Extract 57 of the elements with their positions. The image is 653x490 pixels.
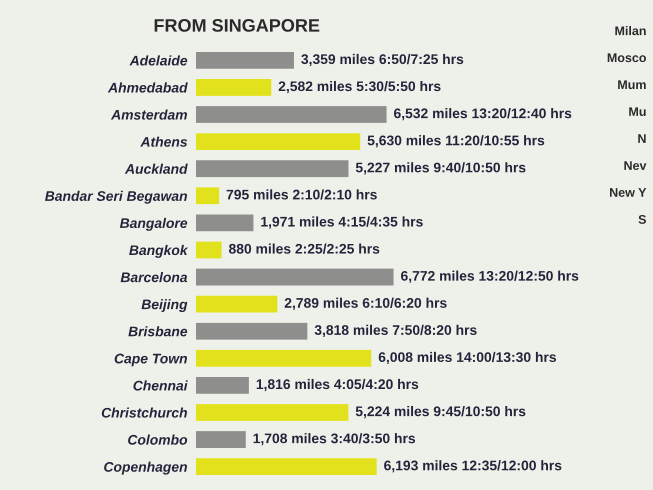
text: Mum (618, 80, 646, 90)
bar (196, 377, 249, 394)
data-label: 1,708 miles 3:40/3:50 hrs (254, 433, 416, 446)
bar (196, 52, 294, 69)
data-label: 6,532 miles 13:20/12:40 hrs (394, 108, 572, 120)
text: Milan (615, 26, 646, 36)
data-label: 1,971 miles 4:15/4:35 hrs (261, 216, 423, 229)
data-label: 5,227 miles 9:40/10:50 hrs (356, 162, 526, 174)
y-tick-label: Chennai (133, 380, 188, 391)
bar (196, 242, 222, 258)
bar (196, 214, 254, 232)
bar (196, 160, 348, 178)
data-label: 795 miles 2:10/2:10 hrs (226, 189, 377, 200)
bar (196, 187, 220, 204)
y-tick-label: Bangkok (129, 244, 188, 258)
y-tick-label: Amsterdam (110, 109, 187, 120)
data-label: 6,008 miles 14:00/13:30 hrs (378, 352, 556, 364)
data-label: 880 miles 2:25/2:25 hrs (228, 243, 380, 254)
data-label: 3,359 miles 6:50/7:25 hrs (301, 54, 464, 66)
data-label: 6,193 miles 12:35/12:00 hrs (384, 460, 562, 472)
y-tick-label: Auckland (124, 164, 188, 174)
bar (196, 106, 387, 123)
bar (196, 268, 394, 286)
data-label: 5,630 miles 11:20/10:55 hrs (368, 135, 544, 148)
data-label: 2,582 miles 5:30/5:50 hrs (278, 80, 441, 94)
bar (196, 296, 278, 313)
y-tick-label: Copenhagen (104, 462, 187, 475)
text: Nev (624, 161, 646, 170)
bar (196, 404, 348, 421)
bar (196, 79, 272, 96)
bar (196, 350, 372, 367)
data-label: 1,816 miles 4:05/4:20 hrs (256, 378, 418, 392)
bar (196, 133, 360, 150)
y-tick-label: Colombo (128, 434, 188, 445)
text: Mosco (608, 53, 646, 62)
y-tick-label: Beijing (142, 299, 188, 312)
data-label: 2,789 miles 6:10/6:20 hrs (284, 298, 447, 310)
y-tick-label: Cape Town (114, 354, 187, 366)
y-tick-label: Barcelona (120, 272, 188, 282)
y-tick-label: Bangalore (120, 218, 188, 231)
y-tick-label: Bandar Seri Begawan (45, 190, 187, 204)
data-label: 3,818 miles 7:50/8:20 hrs (314, 324, 477, 337)
data-label: 5,224 miles 9:45/10:50 hrs (356, 406, 526, 418)
y-tick-label: Adelaide (129, 55, 188, 66)
y-tick-label: Ahmedabad (108, 82, 188, 93)
bar (196, 431, 246, 448)
chart-title: FROM SINGAPORE (154, 19, 320, 32)
text: S (638, 215, 646, 224)
text: New Y (610, 188, 646, 197)
data-label: 6,772 miles 13:20/12:50 hrs (401, 270, 578, 283)
y-tick-label: Athens (140, 136, 188, 147)
y-tick-label: Christchurch (102, 407, 187, 418)
text: N (638, 134, 646, 143)
text: Mu (629, 107, 646, 116)
y-tick-label: Brisbane (128, 326, 188, 336)
bar (196, 458, 377, 476)
bar (196, 322, 308, 340)
